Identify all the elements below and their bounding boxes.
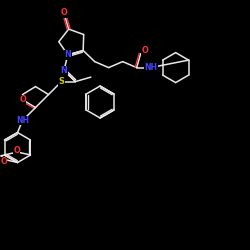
Text: N: N bbox=[64, 50, 71, 59]
Text: O: O bbox=[141, 46, 148, 55]
Text: NH: NH bbox=[144, 63, 157, 72]
Text: N: N bbox=[60, 66, 67, 75]
Text: O: O bbox=[0, 157, 7, 166]
Text: O: O bbox=[60, 8, 67, 18]
Text: O: O bbox=[19, 95, 26, 104]
Text: O: O bbox=[13, 146, 20, 154]
Text: NH: NH bbox=[16, 116, 29, 125]
Text: S: S bbox=[58, 77, 64, 86]
